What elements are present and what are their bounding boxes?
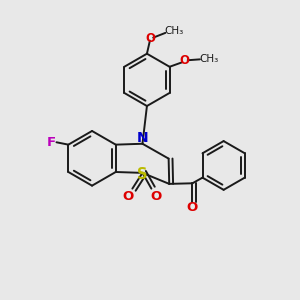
- Text: O: O: [122, 190, 133, 203]
- Text: O: O: [187, 201, 198, 214]
- Text: N: N: [137, 131, 148, 146]
- Text: CH₃: CH₃: [164, 26, 183, 36]
- Text: O: O: [145, 32, 155, 45]
- Text: CH₃: CH₃: [199, 54, 218, 64]
- Text: O: O: [179, 54, 189, 67]
- Text: F: F: [47, 136, 56, 149]
- Text: O: O: [150, 190, 161, 203]
- Text: S: S: [137, 167, 148, 182]
